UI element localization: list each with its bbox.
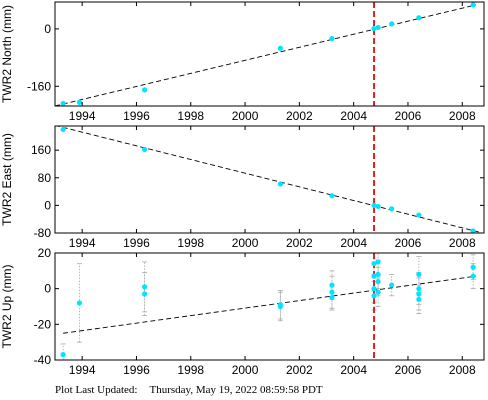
- y-tick-label: 80: [38, 171, 52, 185]
- data-point: [389, 21, 395, 27]
- x-tick-label: 1998: [177, 109, 204, 123]
- plot-area: [55, 2, 476, 106]
- y-tick-label: 20: [38, 246, 52, 260]
- y-tick-label: -20: [34, 317, 52, 331]
- data-point: [375, 278, 381, 285]
- data-point: [329, 193, 335, 199]
- x-tick-label: 1998: [177, 363, 204, 377]
- x-tick-label: 1996: [123, 236, 150, 250]
- panel-frame: [54, 125, 485, 234]
- data-point: [142, 87, 148, 93]
- x-tick-label: 2008: [449, 109, 476, 123]
- data-point: [371, 261, 377, 267]
- x-tick-label: 1998: [177, 236, 204, 250]
- x-tick-label: 2002: [286, 109, 313, 123]
- y-axis-label: TWR2 Up (mm): [0, 265, 14, 349]
- data-point: [76, 99, 83, 106]
- y-tick-label: 160: [31, 143, 51, 157]
- data-point: [277, 303, 283, 310]
- data-point: [329, 282, 335, 288]
- y-tick-label: 0: [44, 22, 51, 36]
- data-point: [371, 293, 377, 299]
- data-point: [142, 146, 148, 153]
- x-tick-label: 2008: [449, 236, 476, 250]
- data-point: [375, 289, 381, 295]
- data-point: [60, 352, 66, 358]
- data-point: [389, 282, 395, 288]
- trend-line: [63, 275, 476, 334]
- x-tick-label: 2006: [395, 363, 422, 377]
- x-tick-label: 2006: [395, 109, 422, 123]
- y-tick-label: -40: [34, 353, 52, 367]
- panel-2: 1994 1996 1998 2000 2002 2004 2006 2008 160 80 0 -8…: [0, 125, 485, 250]
- data-point: [389, 206, 395, 212]
- x-tick-label: 1994: [69, 363, 96, 377]
- data-point: [416, 271, 422, 277]
- plot-updated-footer: Plot Last Updated: Thursday, May 19, 2022…: [55, 384, 323, 396]
- data-point: [416, 286, 422, 292]
- y-tick-label: -80: [34, 226, 52, 240]
- data-point: [277, 181, 283, 187]
- data-point: [375, 24, 381, 31]
- data-point: [142, 291, 148, 297]
- footer-label: Plot Last Updated:: [55, 384, 138, 396]
- x-tick-label: 2004: [340, 363, 367, 377]
- data-point: [470, 2, 476, 8]
- x-tick-label: 2000: [232, 236, 259, 250]
- data-point: [329, 289, 335, 295]
- y-axis-label: TWR2 North (mm): [0, 5, 14, 103]
- x-tick-label: 2000: [232, 363, 259, 377]
- y-tick-label: 0: [44, 282, 51, 296]
- data-point: [329, 294, 335, 301]
- data-point: [76, 300, 83, 306]
- x-tick-label: 2002: [286, 236, 313, 250]
- panel-frame: [54, 1, 485, 107]
- data-point: [277, 45, 283, 51]
- trend-line: [55, 126, 479, 233]
- x-tick-label: 1994: [69, 236, 96, 250]
- x-tick-label: 2006: [395, 236, 422, 250]
- x-tick-label: 1996: [123, 363, 150, 377]
- data-point: [60, 100, 66, 106]
- data-point: [60, 126, 66, 133]
- panel-3: 1994 1996 1998 2000 2002 2004 2006 2008 20 0 -20 -4…: [0, 246, 485, 377]
- footer-timestamp: Thursday, May 19, 2022 08:59:58 PDT: [149, 384, 323, 396]
- data-point: [416, 296, 422, 302]
- plot-area: [60, 253, 476, 360]
- y-axis-label: TWR2 East (mm): [0, 133, 14, 226]
- data-point: [470, 228, 476, 233]
- data-point: [470, 264, 476, 270]
- data-point: [375, 259, 381, 265]
- data-point: [375, 203, 381, 210]
- y-tick-label: -160: [27, 79, 51, 93]
- x-tick-label: 2002: [286, 363, 313, 377]
- data-point: [142, 284, 148, 290]
- panel-1: 1994 1996 1998 2000 2002 2004 2006 2008 0 -160 TWR…: [0, 1, 485, 123]
- data-point: [371, 25, 377, 32]
- data-point: [371, 202, 377, 208]
- data-point: [375, 271, 381, 277]
- data-point: [371, 286, 377, 292]
- plot-area: [55, 126, 479, 233]
- data-point: [470, 273, 476, 279]
- x-tick-label: 2004: [340, 109, 367, 123]
- trend-line: [55, 4, 476, 106]
- y-tick-label: 0: [44, 198, 51, 212]
- data-point: [416, 15, 422, 21]
- data-point: [371, 273, 377, 279]
- data-point: [416, 212, 422, 218]
- x-tick-label: 2008: [449, 363, 476, 377]
- data-point: [416, 291, 422, 297]
- x-tick-label: 2004: [340, 236, 367, 250]
- x-tick-label: 1994: [69, 109, 96, 123]
- panel-frame: [54, 252, 485, 361]
- x-tick-label: 2000: [232, 109, 259, 123]
- x-tick-label: 1996: [123, 109, 150, 123]
- data-point: [329, 35, 335, 42]
